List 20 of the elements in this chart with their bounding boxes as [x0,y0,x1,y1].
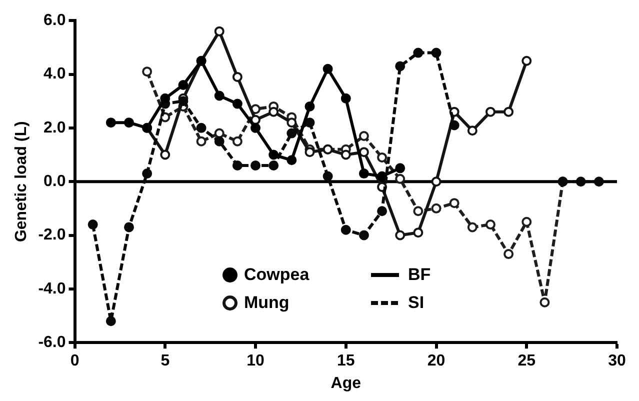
y-tick-label: 4.0 [44,66,66,83]
annotation: SI [408,293,424,313]
y-tick-label: 0.0 [44,173,66,190]
x-tick-label: 10 [246,352,265,370]
y-tick-label: -4.0 [38,280,66,298]
x-tick-label: 30 [608,352,626,370]
y-tick-label: 2.0 [44,119,66,136]
x-tick-label: 25 [518,352,536,370]
y-tick-label: -6.0 [38,334,66,352]
y-tick-label: 6.0 [44,12,66,30]
x-tick-label: 5 [160,352,170,370]
x-tick-label: 0 [70,352,80,370]
y-tick-label: -2.0 [38,226,66,244]
x-axis-title: Age [330,374,362,392]
x-tick-label: 20 [427,352,446,370]
annotation: BF [408,265,431,285]
x-tick-label: 15 [336,352,355,370]
annotation: Mung [244,293,290,313]
annotation: Cowpea [244,265,310,285]
y-axis-title: Genetic load (L) [13,121,30,242]
